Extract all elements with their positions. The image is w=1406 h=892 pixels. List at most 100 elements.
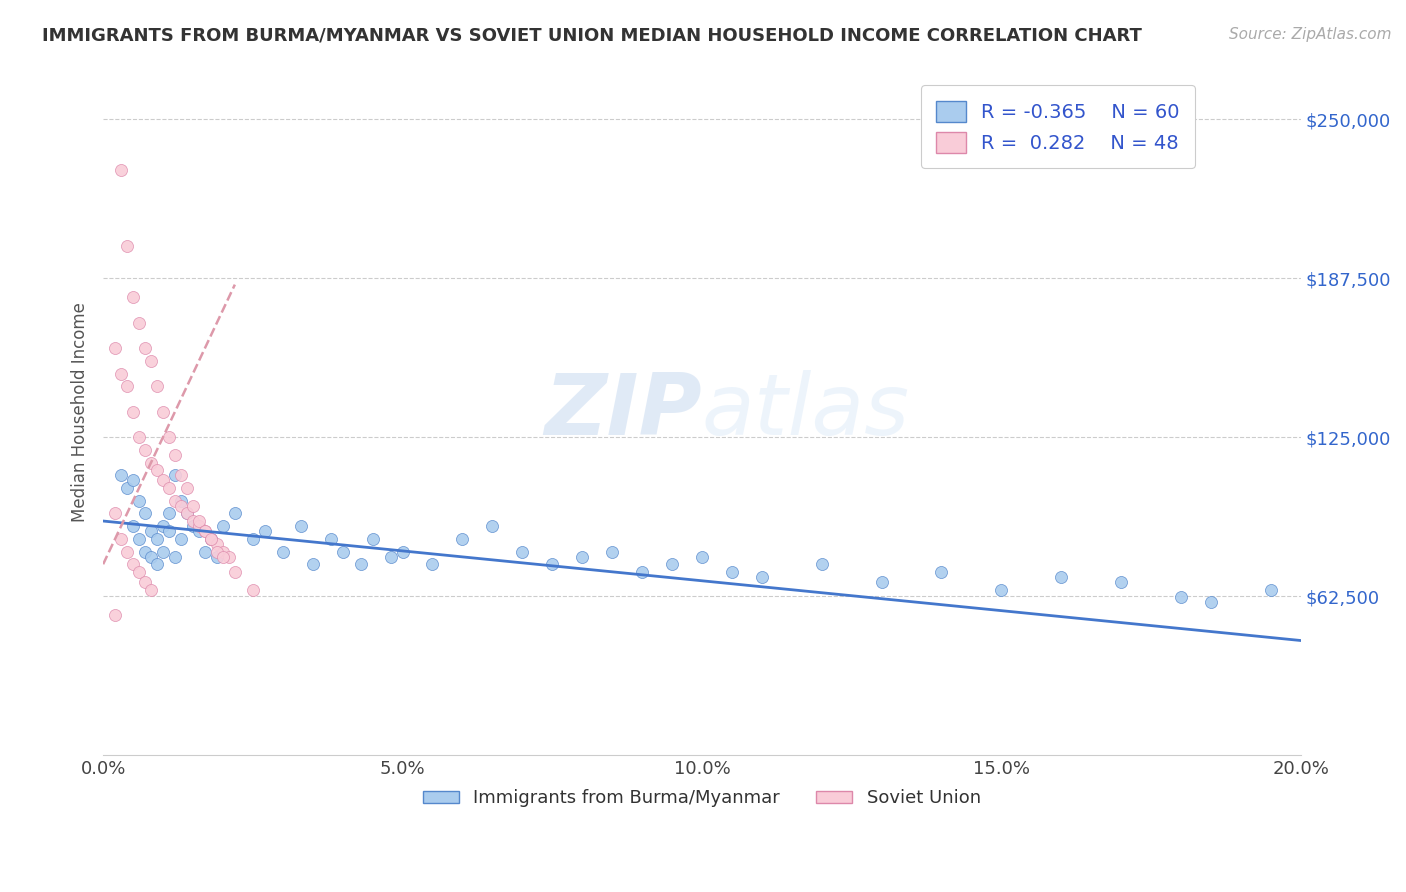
Point	[218, 549, 240, 564]
Point	[157, 481, 180, 495]
Point	[170, 499, 193, 513]
Point	[170, 532, 193, 546]
Point	[205, 549, 228, 564]
Point	[271, 544, 294, 558]
Point	[134, 575, 156, 590]
Point	[146, 558, 169, 572]
Point	[146, 463, 169, 477]
Point	[134, 544, 156, 558]
Point	[146, 532, 169, 546]
Point	[110, 367, 132, 381]
Point	[690, 549, 713, 564]
Point	[1109, 575, 1132, 590]
Point	[163, 549, 186, 564]
Point	[128, 565, 150, 579]
Point	[115, 544, 138, 558]
Point	[870, 575, 893, 590]
Point	[170, 493, 193, 508]
Point	[134, 341, 156, 355]
Point	[152, 405, 174, 419]
Point	[134, 507, 156, 521]
Point	[194, 544, 217, 558]
Point	[122, 405, 145, 419]
Point	[181, 514, 204, 528]
Point	[990, 582, 1012, 597]
Point	[600, 544, 623, 558]
Point	[128, 493, 150, 508]
Point	[146, 379, 169, 393]
Point	[139, 354, 162, 368]
Point	[1050, 570, 1073, 584]
Point	[1170, 591, 1192, 605]
Point	[242, 532, 264, 546]
Point	[139, 582, 162, 597]
Point	[212, 519, 235, 533]
Point	[152, 474, 174, 488]
Y-axis label: Median Household Income: Median Household Income	[72, 301, 89, 522]
Point	[1199, 595, 1222, 609]
Point	[212, 549, 235, 564]
Point	[163, 448, 186, 462]
Point	[104, 507, 127, 521]
Point	[128, 430, 150, 444]
Point	[139, 524, 162, 539]
Point	[122, 290, 145, 304]
Point	[163, 468, 186, 483]
Point	[104, 341, 127, 355]
Point	[931, 565, 953, 579]
Point	[194, 524, 217, 539]
Point	[212, 544, 235, 558]
Text: atlas: atlas	[702, 370, 910, 453]
Point	[170, 468, 193, 483]
Point	[380, 549, 402, 564]
Point	[205, 544, 228, 558]
Point	[187, 519, 209, 533]
Point	[361, 532, 384, 546]
Point	[152, 519, 174, 533]
Point	[163, 493, 186, 508]
Point	[200, 532, 222, 546]
Point	[194, 524, 217, 539]
Point	[128, 316, 150, 330]
Point	[200, 532, 222, 546]
Point	[571, 549, 593, 564]
Point	[661, 558, 683, 572]
Point	[176, 507, 198, 521]
Point	[422, 558, 444, 572]
Point	[290, 519, 312, 533]
Point	[751, 570, 773, 584]
Point	[134, 442, 156, 457]
Point	[115, 481, 138, 495]
Point	[224, 565, 246, 579]
Point	[181, 519, 204, 533]
Point	[122, 558, 145, 572]
Point	[157, 430, 180, 444]
Point	[200, 532, 222, 546]
Point	[115, 379, 138, 393]
Point	[176, 507, 198, 521]
Point	[451, 532, 474, 546]
Point	[187, 514, 209, 528]
Point	[128, 532, 150, 546]
Point	[139, 549, 162, 564]
Point	[205, 537, 228, 551]
Point	[631, 565, 654, 579]
Point	[115, 239, 138, 253]
Legend: Immigrants from Burma/Myanmar, Soviet Union: Immigrants from Burma/Myanmar, Soviet Un…	[416, 782, 988, 814]
Point	[187, 524, 209, 539]
Point	[122, 519, 145, 533]
Point	[332, 544, 354, 558]
Text: ZIP: ZIP	[544, 370, 702, 453]
Point	[104, 608, 127, 623]
Point	[242, 582, 264, 597]
Point	[110, 468, 132, 483]
Point	[349, 558, 371, 572]
Point	[541, 558, 564, 572]
Point	[122, 474, 145, 488]
Point	[224, 507, 246, 521]
Point	[181, 499, 204, 513]
Point	[139, 456, 162, 470]
Point	[301, 558, 323, 572]
Point	[481, 519, 503, 533]
Point	[510, 544, 533, 558]
